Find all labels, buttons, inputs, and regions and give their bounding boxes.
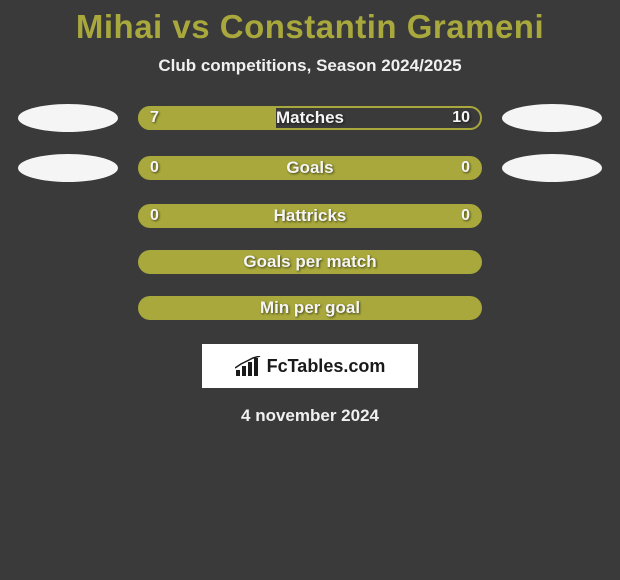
chart-bars-icon (235, 356, 261, 376)
comparison-container: Mihai vs Constantin Grameni Club competi… (0, 0, 620, 426)
stat-label: Goals (286, 158, 333, 178)
stat-value-right: 10 (452, 109, 470, 127)
logo-text: FcTables.com (267, 356, 386, 377)
stat-label: Hattricks (274, 206, 347, 226)
stat-row: Goals per match (0, 250, 620, 274)
stat-label: Matches (276, 108, 344, 128)
stat-row: 7 Matches 10 (0, 104, 620, 132)
stat-bar: Goals per match (138, 250, 482, 274)
stat-bar: 7 Matches 10 (138, 106, 482, 130)
stat-rows: 7 Matches 10 0 Goals 0 0 Hattricks 0 Goals per ma… (0, 104, 620, 320)
stat-value-right: 0 (461, 207, 470, 225)
stat-label: Min per goal (260, 298, 360, 318)
player-right-oval (502, 104, 602, 132)
stat-row: 0 Hattricks 0 (0, 204, 620, 228)
page-subtitle: Club competitions, Season 2024/2025 (0, 56, 620, 76)
date-text: 4 november 2024 (0, 406, 620, 426)
stat-bar: 0 Goals 0 (138, 156, 482, 180)
stat-bar: 0 Hattricks 0 (138, 204, 482, 228)
stat-row: Min per goal (0, 296, 620, 320)
stat-label: Goals per match (243, 252, 376, 272)
stat-row: 0 Goals 0 (0, 154, 620, 182)
stat-value-right: 0 (461, 159, 470, 177)
player-left-oval (18, 154, 118, 182)
stat-value-left: 7 (150, 109, 159, 127)
player-left-oval (18, 104, 118, 132)
page-title: Mihai vs Constantin Grameni (0, 8, 620, 46)
logo-box: FcTables.com (202, 344, 418, 388)
stat-value-left: 0 (150, 207, 159, 225)
player-right-oval (502, 154, 602, 182)
stat-value-left: 0 (150, 159, 159, 177)
stat-bar: Min per goal (138, 296, 482, 320)
